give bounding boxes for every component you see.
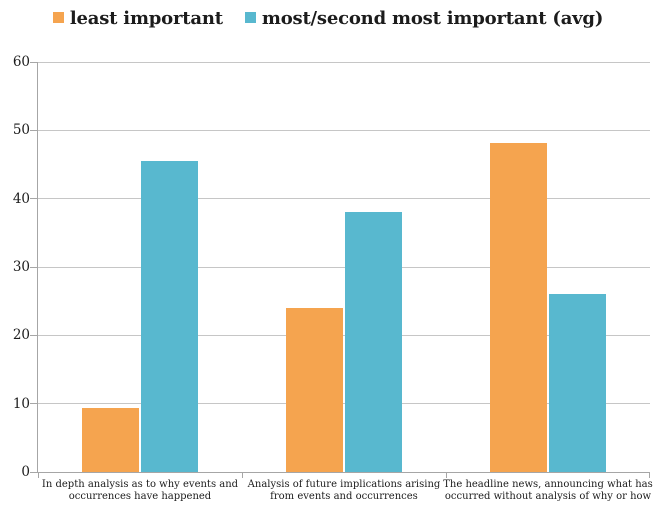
x-axis-tick-0 — [38, 473, 39, 478]
y-axis-line — [37, 62, 38, 473]
legend-item-most-important: most/second most important (avg) — [244, 8, 604, 29]
y-axis-tick-60 — [30, 61, 37, 63]
legend-label-most-important: most/second most important (avg) — [261, 8, 604, 29]
gridline-30 — [38, 266, 650, 268]
category-label-1: Analysis of future implications arising … — [247, 479, 441, 502]
bar-most-important-0 — [141, 161, 198, 472]
bar-least-important-0 — [82, 407, 139, 472]
y-axis-tick-30 — [30, 266, 37, 268]
bar-least-important-2 — [490, 142, 547, 472]
gridline-20 — [38, 334, 650, 336]
category-label-0: In depth analysis as to why events and o… — [41, 479, 239, 502]
y-axis-tick-50 — [30, 129, 37, 131]
gridline-10 — [38, 403, 650, 405]
y-axis-tick-0 — [30, 471, 37, 473]
y-tick-label-50: 50 — [12, 122, 30, 139]
legend-label-least-important: least important — [69, 8, 223, 29]
x-axis-tick-1 — [242, 473, 243, 478]
y-tick-label-60: 60 — [12, 54, 30, 70]
bar-least-important-1 — [286, 308, 343, 472]
bar-most-important-1 — [345, 212, 402, 472]
gridline-60 — [38, 61, 650, 63]
x-axis-tick-3 — [649, 473, 650, 478]
y-tick-label-30: 30 — [12, 259, 30, 275]
bar-most-important-2 — [549, 294, 606, 472]
y-axis-tick-40 — [30, 198, 37, 200]
gridline-50 — [38, 129, 650, 131]
y-tick-label-40: 40 — [12, 190, 30, 207]
y-axis-tick-20 — [30, 334, 37, 336]
y-axis-tick-10 — [30, 403, 37, 405]
x-axis-line — [37, 472, 650, 473]
y-tick-label-10: 10 — [12, 395, 30, 412]
y-tick-label-0: 0 — [21, 464, 30, 480]
category-label-2: The headline news, announcing what has o… — [443, 479, 653, 502]
x-axis-tick-2 — [446, 473, 447, 478]
chart-legend: least important most/second most importa… — [0, 8, 656, 29]
legend-item-least-important: least important — [52, 8, 223, 29]
plot-area — [30, 61, 650, 478]
legend-swatch-blue-icon — [244, 11, 256, 23]
legend-swatch-orange-icon — [52, 11, 64, 23]
y-tick-label-20: 20 — [12, 327, 30, 344]
gridline-40 — [38, 198, 650, 200]
